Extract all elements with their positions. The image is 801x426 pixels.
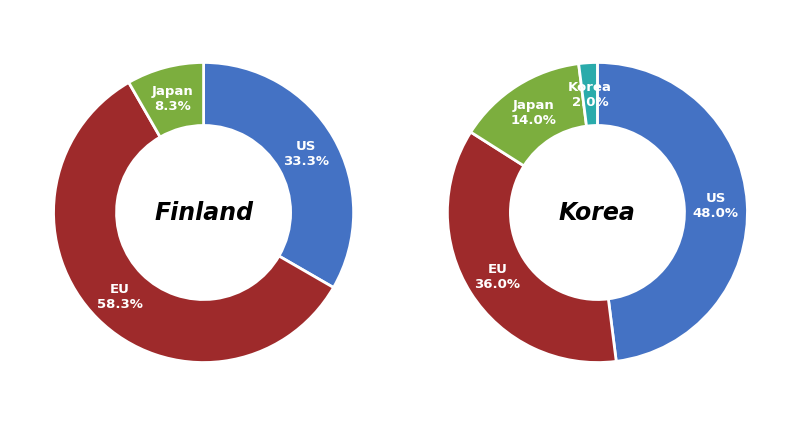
Text: EU
36.0%: EU 36.0%	[474, 262, 521, 291]
Wedge shape	[598, 63, 747, 362]
Text: EU
58.3%: EU 58.3%	[97, 282, 143, 311]
Wedge shape	[129, 63, 203, 138]
Text: Finland: Finland	[154, 201, 253, 225]
Wedge shape	[578, 63, 598, 127]
Text: US
48.0%: US 48.0%	[693, 192, 739, 219]
Text: Japan
8.3%: Japan 8.3%	[152, 85, 194, 113]
Text: Korea: Korea	[559, 201, 636, 225]
Text: Korea
2.0%: Korea 2.0%	[568, 81, 612, 109]
Text: Japan
14.0%: Japan 14.0%	[511, 99, 557, 127]
Wedge shape	[471, 64, 586, 167]
Wedge shape	[203, 63, 353, 288]
Wedge shape	[54, 83, 333, 363]
Wedge shape	[448, 133, 616, 363]
Text: US
33.3%: US 33.3%	[284, 140, 329, 168]
